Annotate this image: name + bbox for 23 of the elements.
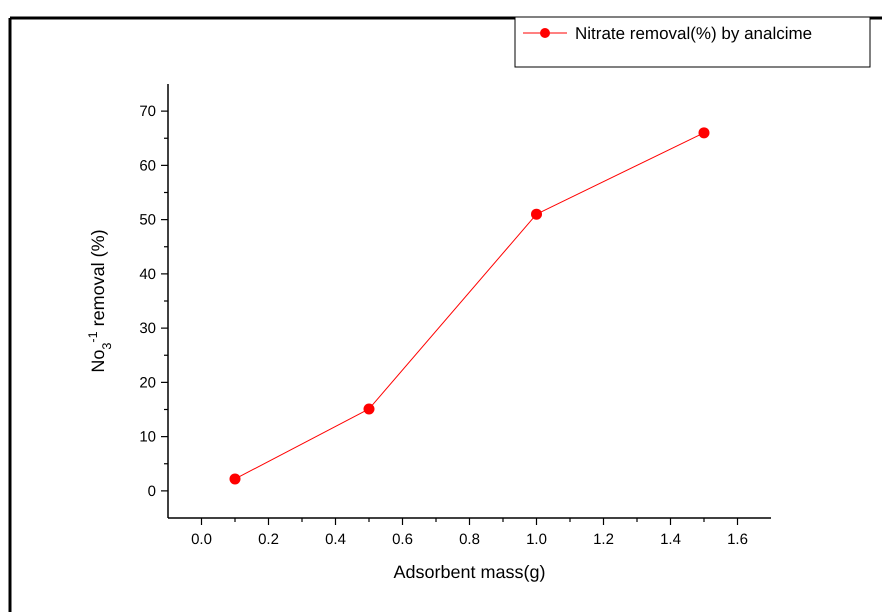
y-tick-label: 50 [139,212,156,229]
x-tick-label: 0.0 [191,531,212,548]
y-tick-label: 0 [148,482,156,500]
x-tick-label: 1.0 [526,531,547,548]
x-axis-title: Adsorbent mass(g) [393,562,546,582]
point [531,208,542,220]
y-tick-label: 10 [139,428,156,446]
y-tick-label: 20 [139,374,156,392]
x-tick-label: 1.4 [660,531,681,548]
x-tick-label: 1.2 [593,531,614,548]
x-tick-label: 0.8 [459,531,480,548]
x-tick-label: 0.6 [392,531,413,548]
point [364,403,374,414]
y-tick-label: 40 [139,266,156,283]
y-tick-label: 70 [139,103,156,120]
y-tick-label: 30 [139,320,156,338]
x-tick-label: 1.6 [727,531,748,548]
x-tick-label: 0.4 [325,531,346,548]
point [230,473,240,484]
x-tick-label: 0.2 [258,531,279,548]
y-tick-label: 60 [139,157,156,174]
point [698,127,710,138]
legend-label: Nitrate removal(%) by analcime [575,24,812,43]
